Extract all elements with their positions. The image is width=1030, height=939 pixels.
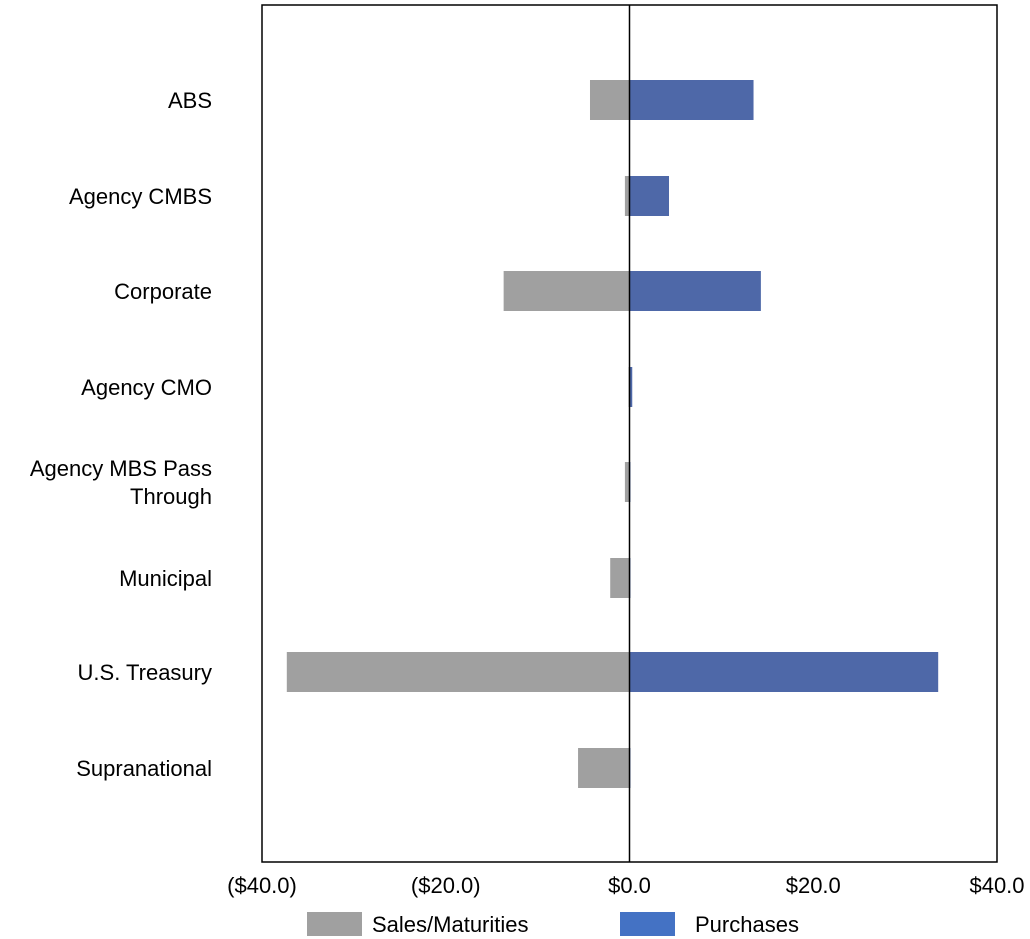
category-label: Corporate (114, 279, 212, 304)
legend-swatch (620, 912, 675, 936)
category-labels: ABS Agency CMBS Corporate Agency CMO Agency … (30, 88, 212, 781)
plot-area-frame (261, 4, 998, 863)
purchases-bar (629, 271, 761, 311)
sales-maturities-bar (578, 748, 630, 788)
sales-maturities-bar (624, 176, 630, 216)
x-tick-label: ($40.0) (227, 873, 297, 898)
purchases-bar (629, 367, 633, 407)
sales-maturities-bar (624, 462, 630, 502)
category-label: Supranational (76, 756, 212, 781)
x-tick-label: $40.0 (969, 873, 1024, 898)
purchases-bar (629, 176, 670, 216)
x-tick-labels: ($40.0) ($20.0) $0.0 $20.0 $40.0 (227, 873, 1024, 898)
category-label: Through (130, 484, 212, 509)
purchases-bar (629, 652, 939, 692)
legend-swatch (307, 912, 362, 936)
category-label: Agency MBS Pass (30, 456, 212, 481)
purchases-bar (629, 80, 754, 120)
sales-maturities-bar (610, 558, 630, 598)
category-label: Agency CMO (81, 375, 212, 400)
x-tick-label: $0.0 (608, 873, 651, 898)
legend-label: Purchases (695, 912, 799, 937)
bars-group (286, 80, 939, 788)
category-label: Municipal (119, 566, 212, 591)
sales-maturities-bar (286, 652, 630, 692)
x-tick-label: $20.0 (786, 873, 841, 898)
sales-maturities-bar (503, 271, 630, 311)
legend-label: Sales/Maturities (372, 912, 529, 937)
category-label: U.S. Treasury (78, 660, 212, 685)
sales-maturities-bar (589, 80, 630, 120)
x-tick-label: ($20.0) (411, 873, 481, 898)
category-label: ABS (168, 88, 212, 113)
legend: Sales/Maturities Purchases (307, 912, 799, 937)
category-label: Agency CMBS (69, 184, 212, 209)
